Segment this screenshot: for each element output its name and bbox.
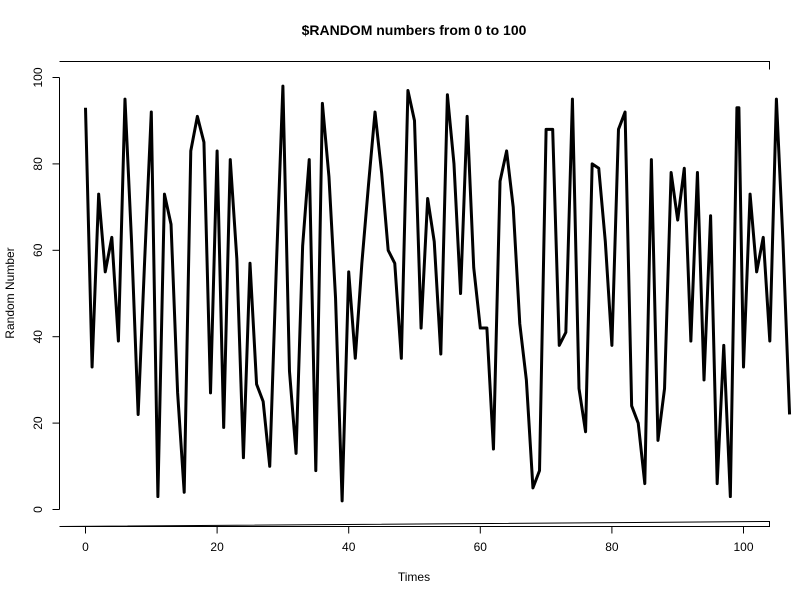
- x-tick-label: 60: [474, 540, 488, 554]
- x-tick-label: 80: [605, 540, 619, 554]
- x-tick-label: 100: [733, 540, 753, 554]
- x-tick-label: 0: [82, 540, 89, 554]
- y-tick-label: 40: [31, 330, 45, 344]
- y-tick-label: 0: [31, 506, 45, 513]
- y-axis-label: Random Number: [3, 247, 17, 338]
- y-tick-label: 60: [31, 243, 45, 257]
- y-tick-label: 20: [31, 416, 45, 430]
- y-axis: 0 20 40 60 80 100: [31, 67, 60, 513]
- x-axis: 0 20 40 60 80 100: [82, 526, 754, 554]
- series-group: [84, 84, 792, 503]
- y-tick-label: 100: [31, 67, 45, 87]
- x-axis-label: Times: [398, 570, 430, 584]
- x-tick-label: 20: [210, 540, 224, 554]
- x-tick-label: 40: [342, 540, 356, 554]
- chart-title: $RANDOM numbers from 0 to 100: [302, 22, 527, 38]
- series-line: [84, 84, 792, 503]
- y-tick-label: 80: [31, 157, 45, 171]
